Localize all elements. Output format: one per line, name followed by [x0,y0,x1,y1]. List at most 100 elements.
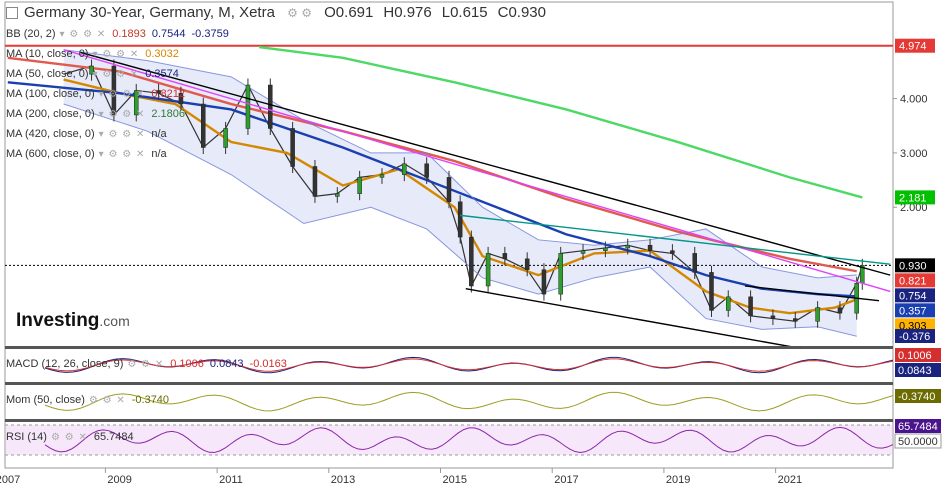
candle-body [446,177,452,203]
indicator-value: 0.1893 [112,28,146,40]
logo-brand: Investing [16,310,100,331]
indicator-label: MA (420, close, 0) [6,128,95,140]
macd-signal-line [44,358,894,372]
macd-separator [5,346,893,349]
trendline [744,285,880,302]
x-tick-label: 2021 [778,474,802,486]
subpanel-value: 0.1006 [170,358,204,370]
candle-body [524,258,530,270]
candle-body [379,174,385,178]
chart-title: Germany 30-Year, Germany, M, Xetra [24,4,275,21]
price-tag [895,318,935,333]
indicator-settings-icons[interactable]: ▾ ⚙ ⚙ ✕ [92,69,140,80]
indicator-label: MA (100, close, 0) [6,88,95,100]
trendline [465,288,801,350]
subpanel-tag [894,433,942,449]
x-tick-label: 2019 [666,474,690,486]
candle-body [502,253,508,260]
settings-icon[interactable]: ⚙ ⚙ [287,6,312,20]
candle-body [290,128,295,167]
investing-logo: Investing.com [16,310,130,332]
candle-body [223,128,228,148]
ohlc-l: L0.615 [441,4,488,21]
indicator-row[interactable]: MA (100, close, 0) ▾ ⚙ ⚙ ✕ 0.8212 [6,88,185,100]
candle-body [402,163,407,175]
indicator-row[interactable]: MA (200, close, 0) ▾ ⚙ ⚙ ✕ 2.1806 [6,108,185,120]
price-tag [895,288,935,303]
x-tick-label: 2017 [554,474,578,486]
indicator-value: n/a [151,128,167,140]
series-line [258,45,863,199]
indicator-label: BB (20, 2) [6,28,56,40]
indicator-settings-icons[interactable]: ▾ ⚙ ⚙ ✕ [98,109,146,120]
momentum-line [44,391,894,412]
indicator-row[interactable]: MA (420, close, 0) ▾ ⚙ ⚙ ✕ n/a [6,128,167,140]
indicator-row[interactable]: MA (600, close, 0) ▾ ⚙ ⚙ ✕ n/a [6,148,167,160]
candle-body [357,177,362,194]
candle-body [709,272,714,311]
price-tag [895,303,935,318]
macd-settings-icons[interactable]: ⚙ ⚙ ✕ [127,359,165,370]
price-tag-label: 0.357 [899,305,927,317]
ohlc-readout: O0.691 H0.976 L0.615 C0.930 [324,4,556,21]
indicator-row[interactable]: MA (50, close, 0) ▾ ⚙ ⚙ ✕ 0.3574 [6,68,179,80]
macd-legend: MACD (12, 26, close, 9) ⚙ ⚙ ✕ 0.1006 0.0843… [6,358,287,370]
candle-body [312,166,318,197]
subpanel-tag [895,363,941,377]
indicator-settings-icons[interactable]: ▾ ⚙ ⚙ ✕ [92,49,140,60]
logo-domain: .com [99,313,130,329]
x-tick-label: 2015 [443,474,467,486]
price-tag-label: 4.974 [899,41,927,53]
candle-body [111,65,117,116]
candle-body [558,253,563,295]
y-tick-label: 3.000 [900,148,928,160]
price-tag-label: 0.754 [899,290,927,302]
indicator-label: MA (50, close, 0) [6,68,89,80]
indicator-label: MA (600, close, 0) [6,148,95,160]
trendline [63,49,891,293]
candle-body [837,307,843,314]
rsi-legend: RSI (14) ⚙ ⚙ ✕ 65.7484 [6,431,134,443]
candle-body [178,92,184,105]
subpanel-tag [895,389,941,403]
indicator-value: 0.7544 [151,28,186,40]
subpanel-value: 65.7484 [93,431,134,443]
candle-body [793,318,798,322]
macd-label: MACD (12, 26, close, 9) [6,358,124,370]
price-tag-label: 0.930 [899,260,927,272]
indicator-row[interactable]: MA (10, close, 0) ▾ ⚙ ⚙ ✕ 0.3032 [6,48,179,60]
indicator-settings-icons[interactable]: ▾ ⚙ ⚙ ✕ [98,129,146,140]
subpanel-value: -0.3740 [131,394,170,406]
x-tick-label: 2007 [0,474,20,486]
trendline [460,214,891,265]
indicator-settings-icons[interactable]: ▾ ⚙ ⚙ ✕ [59,29,107,40]
mom-label: Mom (50, close) [6,394,85,406]
candle-body [156,90,161,94]
price-tag [895,258,935,273]
price-tag [895,38,935,53]
mom-separator [5,382,893,385]
subpanel-tag-label: 0.0843 [898,365,932,377]
indicator-value: 0.3574 [145,68,179,80]
candle-body [485,253,491,287]
series-line [7,56,857,273]
indicator-value: 0.8212 [151,88,185,100]
mom-settings-icons[interactable]: ⚙ ⚙ ✕ [88,395,126,406]
series-line [63,78,858,315]
collapse-icon[interactable] [6,7,18,20]
indicator-label: MA (10, close, 0) [6,48,89,60]
y-tick-label: 2.000 [900,202,928,214]
indicator-settings-icons[interactable]: ▾ ⚙ ⚙ ✕ [98,89,146,100]
candle-body [670,250,675,254]
candle-body [625,244,630,249]
price-tag-label: -0.376 [899,331,930,343]
price-tag-label: 0.821 [899,275,927,287]
candle-body [89,65,94,75]
series-line [63,103,857,337]
indicator-settings-icons[interactable]: ▾ ⚙ ⚙ ✕ [98,149,146,160]
mom-legend: Mom (50, close) ⚙ ⚙ ✕ -0.3740 [6,394,169,406]
price-tag [895,329,935,343]
rsi-settings-icons[interactable]: ⚙ ⚙ ✕ [50,432,88,443]
indicator-row[interactable]: BB (20, 2) ▾ ⚙ ⚙ ✕ 0.1893 0.7544 -0.3759 [6,28,229,40]
